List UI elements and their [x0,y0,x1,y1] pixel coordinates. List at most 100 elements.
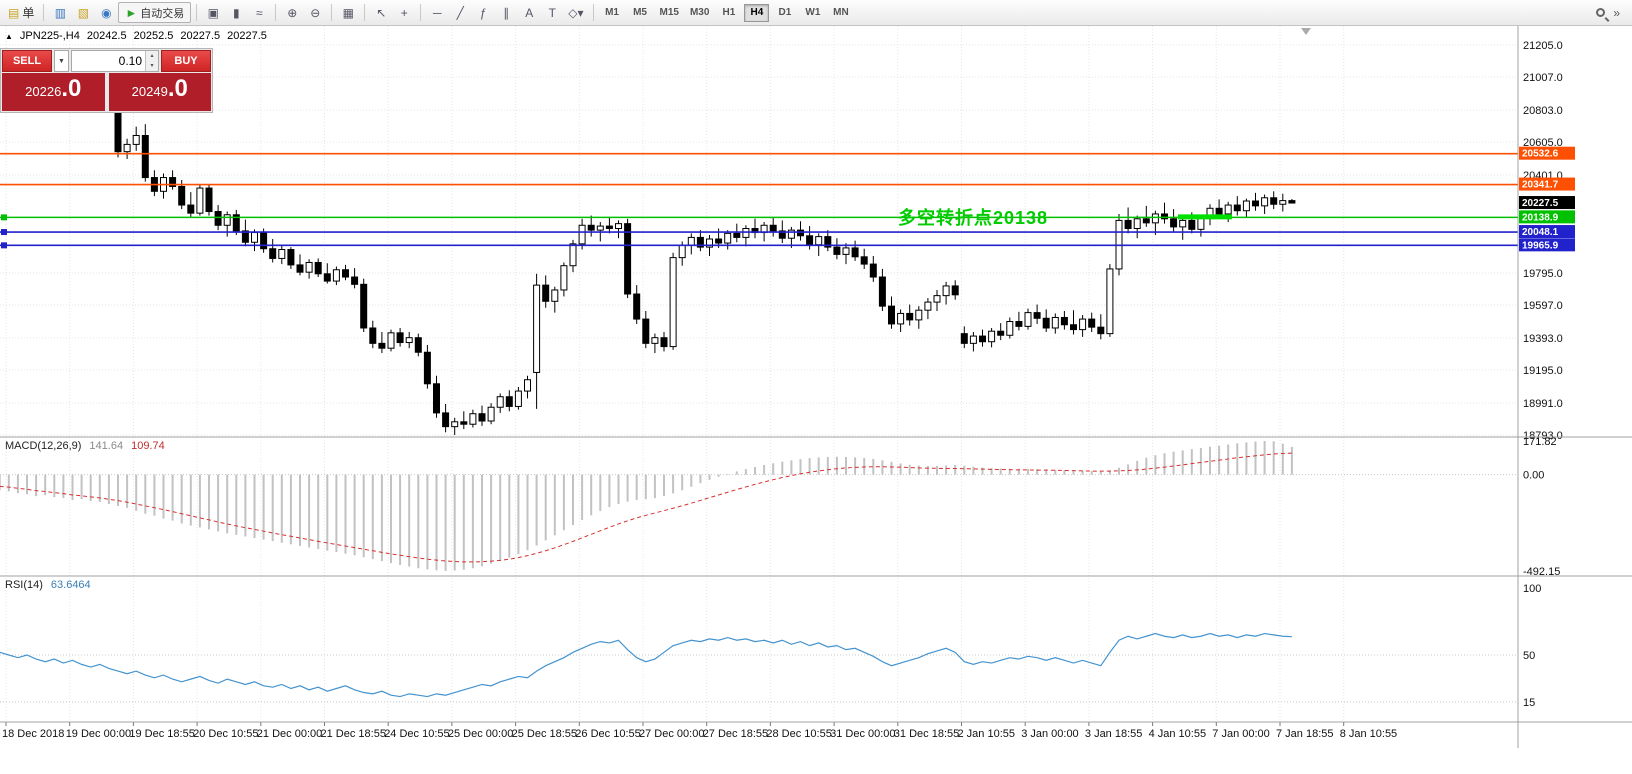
rsi-scale-label: 15 [1523,697,1535,709]
candle-body [260,232,268,250]
candle-body [933,295,941,303]
candle-body [214,211,222,226]
candle-body [187,204,195,214]
volume-up-button[interactable]: ▴ [146,51,158,61]
zoom-out-icon[interactable]: ⊖ [304,2,326,23]
zoom-in-icon[interactable]: ⊕ [281,2,303,23]
toolbar-overflow-button[interactable]: » [1613,5,1620,20]
macd-value-signal: 109.74 [131,440,165,452]
sell-button[interactable]: SELL [2,50,52,72]
line-anchor-marker [1,214,7,221]
channel-tool-icon[interactable]: ∥ [495,2,517,23]
timeframe-m30-button[interactable]: M30 [686,4,713,22]
time-axis-label: 24 Dec 10:55 [384,728,449,740]
cursor-icon[interactable]: ↖ [370,2,392,23]
candle-body [979,335,986,343]
candle-body [524,379,531,392]
price-tag-label: 20532.6 [1522,149,1559,160]
candle-body [1124,219,1132,230]
candle-body [824,236,832,248]
timeframe-h1-button[interactable]: H1 [716,4,741,22]
timeframe-h4-button[interactable]: H4 [744,3,770,22]
timeframe-m1-button[interactable]: M1 [600,4,625,22]
timeframe-mn-button[interactable]: MN [828,4,853,22]
candle-body [906,312,914,321]
profiles-icon[interactable]: ▧ [72,2,94,23]
autotrading-button-label: 自动交易 [140,7,185,20]
macd-header: MACD(12,26,9) 141.64 109.74 [5,440,165,452]
candle-body [851,247,859,258]
label-tool-icon[interactable]: T [541,2,563,23]
candle-body [1179,219,1187,228]
candle-body [205,187,213,213]
chart-window-icon[interactable]: ▥ [49,2,71,23]
candle-body [251,232,258,243]
sell-price-box[interactable]: 20226.0 [2,73,105,111]
search-icon[interactable] [1596,8,1606,17]
candle-body [496,396,504,408]
candlestick-icon-glyph: ▮ [232,5,240,20]
price-axis-label: 19393.0 [1523,333,1563,345]
buy-price-box[interactable]: 20249.0 [108,73,211,111]
candle-body [833,246,841,255]
ohlc-high: 20252.5 [133,30,174,42]
time-axis-label: 25 Dec 18:55 [512,728,577,740]
timeframe-m15-button[interactable]: M15 [656,4,683,22]
fibonacci-tool-icon[interactable]: ƒ [472,2,494,23]
candle-body [915,309,923,321]
navigator-icon[interactable]: ◉ [95,2,117,23]
candle-body [1270,197,1278,205]
candle-body [1142,218,1150,224]
volume-down-button[interactable]: ▾ [146,61,158,71]
candle-body [114,111,122,153]
rsi-value: 63.6464 [50,579,91,591]
highlight-segment [1178,214,1232,220]
autotrading-button[interactable]: ► 自动交易 [118,2,192,23]
candle-body [1170,218,1178,228]
tile-windows-icon[interactable]: ▦ [337,2,359,23]
price-tag-label: 20048.1 [1522,227,1559,238]
candlestick-icon[interactable]: ▮ [225,2,247,23]
candle-body [414,337,422,353]
candle-body [669,257,677,348]
volume-input[interactable] [72,51,145,71]
time-axis-label: 20 Dec 10:55 [193,728,258,740]
macd-scale-label: 0.00 [1523,470,1544,482]
time-axis-label: 2 Jan 10:55 [958,728,1016,740]
time-axis-label: 8 Jan 10:55 [1340,728,1398,740]
line-anchor-marker [1,229,7,236]
time-axis-label: 18 Dec 2018 [2,728,64,740]
candle-body [942,285,950,297]
candle-body [878,276,886,307]
rsi-title: RSI(14) [5,579,43,591]
timeframe-m5-button[interactable]: M5 [628,4,653,22]
order-type-dropdown[interactable]: ▼ [54,50,69,72]
rsi-line [0,632,1292,698]
time-axis-label: 28 Dec 10:55 [766,728,831,740]
new-order-button[interactable]: ▤ 单 [4,2,38,23]
timeframe-w1-button[interactable]: W1 [800,4,825,22]
trendline-tool-icon[interactable]: ╱ [449,2,471,23]
crosshair-icon[interactable]: + [393,2,415,23]
line-chart-icon[interactable]: ≈ [248,2,270,23]
time-axis-label: 7 Jan 18:55 [1276,728,1334,740]
buy-button[interactable]: BUY [161,50,211,72]
candle-body [842,247,850,255]
candle-body [542,284,550,302]
macd-signal-line [0,452,1292,563]
candle-body [988,330,996,343]
toolbar-separator [364,4,366,21]
candle-body [860,256,868,265]
text-tool-icon[interactable]: A [518,2,540,23]
bar-chart-icon[interactable]: ▣ [202,2,224,23]
trendline-tool-icon-glyph: ╱ [456,5,464,20]
candle-body [551,289,559,302]
shapes-tool-icon[interactable]: ◇▾ [564,2,587,23]
candle-body [533,284,541,373]
candle-body [387,332,395,349]
timeframe-d1-button[interactable]: D1 [772,4,797,22]
candle-body [1097,326,1105,335]
time-axis-label: 27 Dec 18:55 [703,728,768,740]
hline-tool-icon[interactable]: ─ [426,2,448,23]
